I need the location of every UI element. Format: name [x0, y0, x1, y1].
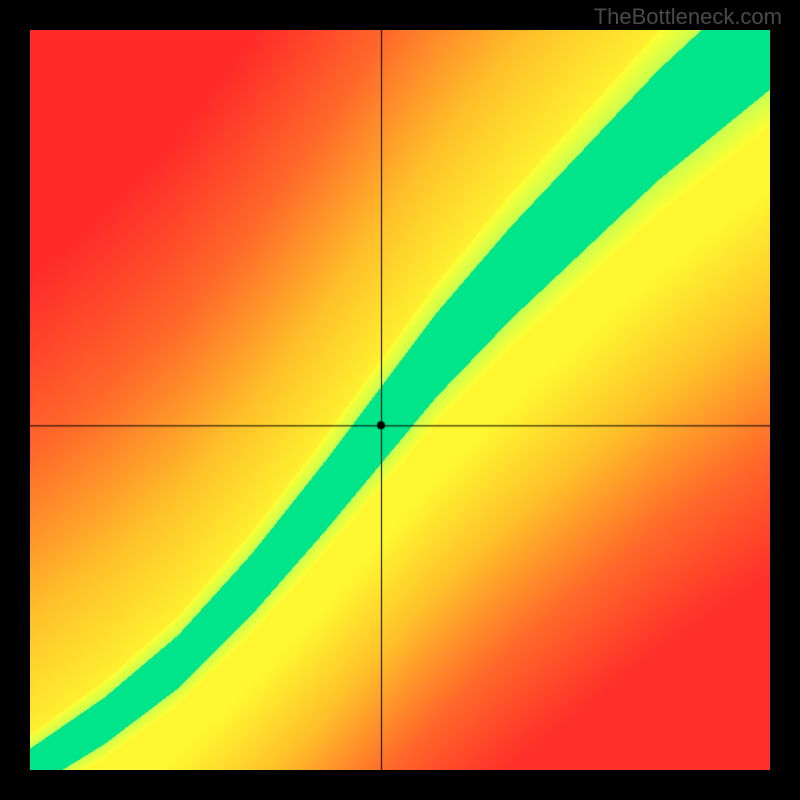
bottleneck-heatmap [30, 30, 770, 770]
heatmap-canvas [30, 30, 770, 770]
watermark-text: TheBottleneck.com [594, 4, 782, 30]
